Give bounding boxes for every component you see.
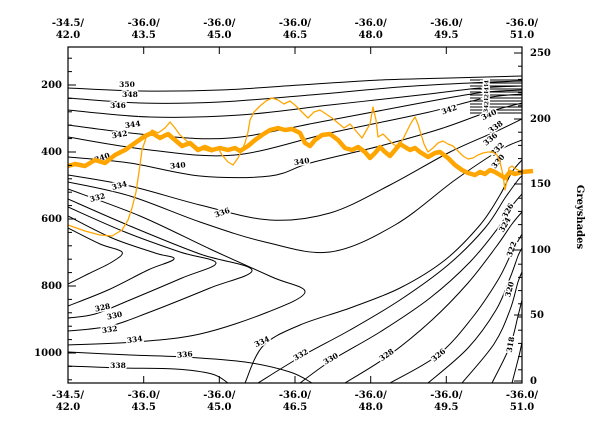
contour-label: 342 (111, 129, 128, 141)
contour-line-338 (68, 365, 229, 383)
left-axis-tick-label: 800 (41, 281, 62, 292)
contour-line-326 (68, 227, 123, 285)
top-axis-label: -36.0/49.5 (430, 18, 463, 41)
left-axis-tick-label: 600 (41, 214, 62, 225)
trajectory-thin-line (67, 97, 523, 237)
left-axis-tick-label: 200 (41, 80, 62, 91)
top-axis-label: -36.0/45.0 (203, 18, 236, 41)
contour-line-330 (299, 193, 522, 383)
contour-line-336 (68, 139, 522, 254)
contour-label: 330 (106, 310, 123, 322)
contour-line-328 (68, 215, 175, 307)
contour-label: 344 (124, 119, 141, 130)
bottom-axis-label: -36.0/51.0 (506, 390, 539, 413)
right-axis-title: Greyshades (574, 185, 585, 250)
contour-label: 336 (177, 349, 193, 359)
contour-label: 338 (110, 361, 126, 370)
bottom-axis-label: -36.0/48.0 (355, 390, 388, 413)
contour-line-328 (344, 211, 522, 383)
contour-label: 330 (322, 351, 340, 367)
contour-line-348 (68, 80, 522, 104)
top-axis-label: -36.0/46.5 (279, 18, 312, 41)
contour-label: 328 (378, 347, 396, 363)
top-axis-label: -36.0/48.0 (355, 18, 388, 41)
axes-tick-labels: -34.5/42.0 -34.5/42.0 -36.0/43.5 -36.0/43.5… (34, 18, 551, 413)
left-axis-tick-label: 1000 (34, 348, 62, 359)
contour-label: 340 (170, 160, 186, 170)
contour-line-336 (68, 351, 313, 383)
contour-label: 318 (505, 336, 517, 353)
contour-lines (68, 75, 522, 383)
contour-label: 346 (110, 101, 126, 110)
right-axis-tick-label: 200 (530, 114, 551, 125)
contour-label: 324 (497, 216, 513, 234)
contour-label: 322 (505, 240, 519, 258)
bottom-axis-label: -36.0/49.5 (430, 390, 463, 413)
right-axis-tick-label: 100 (530, 245, 551, 256)
contour-label: 334 (111, 179, 128, 192)
contour-label: 332 (101, 324, 118, 335)
cluster-contour-label: 342 (484, 101, 491, 113)
contour-label: 342 (440, 103, 458, 117)
contour-line-350 (68, 75, 522, 92)
right-axis-tick-label: 150 (530, 179, 551, 190)
cluster-contour-label: 344 (484, 80, 491, 92)
contour-line-332 (68, 198, 253, 332)
contour-label: 332 (292, 347, 310, 363)
right-axis-tick-label: 50 (530, 310, 544, 321)
bottom-axis-label: -34.5/42.0 (52, 390, 85, 413)
contour-line-334 (68, 188, 306, 346)
contour-label: 338 (487, 119, 505, 135)
contour-line-334 (244, 159, 522, 383)
right-axis-tick-label: 250 (530, 48, 551, 59)
trajectory-thick-line (67, 125, 534, 181)
left-axis-tick-label: 400 (41, 147, 62, 158)
contour-label: 336 (213, 206, 231, 220)
top-axis-label: -36.0/51.0 (506, 18, 539, 41)
bottom-axis-label: -36.0/46.5 (279, 390, 312, 413)
contour-label: 334 (126, 334, 143, 345)
contour-line-330 (68, 206, 217, 319)
contour-line-338 (68, 118, 522, 221)
right-axis-tick-label: 0 (530, 376, 537, 387)
top-axis-label: -34.5/42.0 (52, 18, 85, 41)
contour-label: 350 (119, 80, 135, 89)
top-axis-label: -36.0/43.5 (128, 18, 161, 41)
contour-line-320 (491, 299, 522, 383)
contour-line-340 (68, 102, 522, 179)
axes-ticks (67, 47, 523, 384)
bottom-axis-label: -36.0/43.5 (128, 390, 161, 413)
contour-label: 348 (122, 90, 138, 99)
contour-line-346 (68, 85, 522, 118)
contour-label: 340 (293, 156, 310, 167)
contour-dense-cluster (470, 79, 522, 114)
bottom-axis-label: -36.0/45.0 (203, 390, 236, 413)
cluster-contour-label: 344 (484, 87, 491, 99)
contour-line-326 (389, 233, 522, 383)
cluster-contour-label: 342 (484, 94, 491, 106)
contour-line-324 (427, 247, 522, 383)
